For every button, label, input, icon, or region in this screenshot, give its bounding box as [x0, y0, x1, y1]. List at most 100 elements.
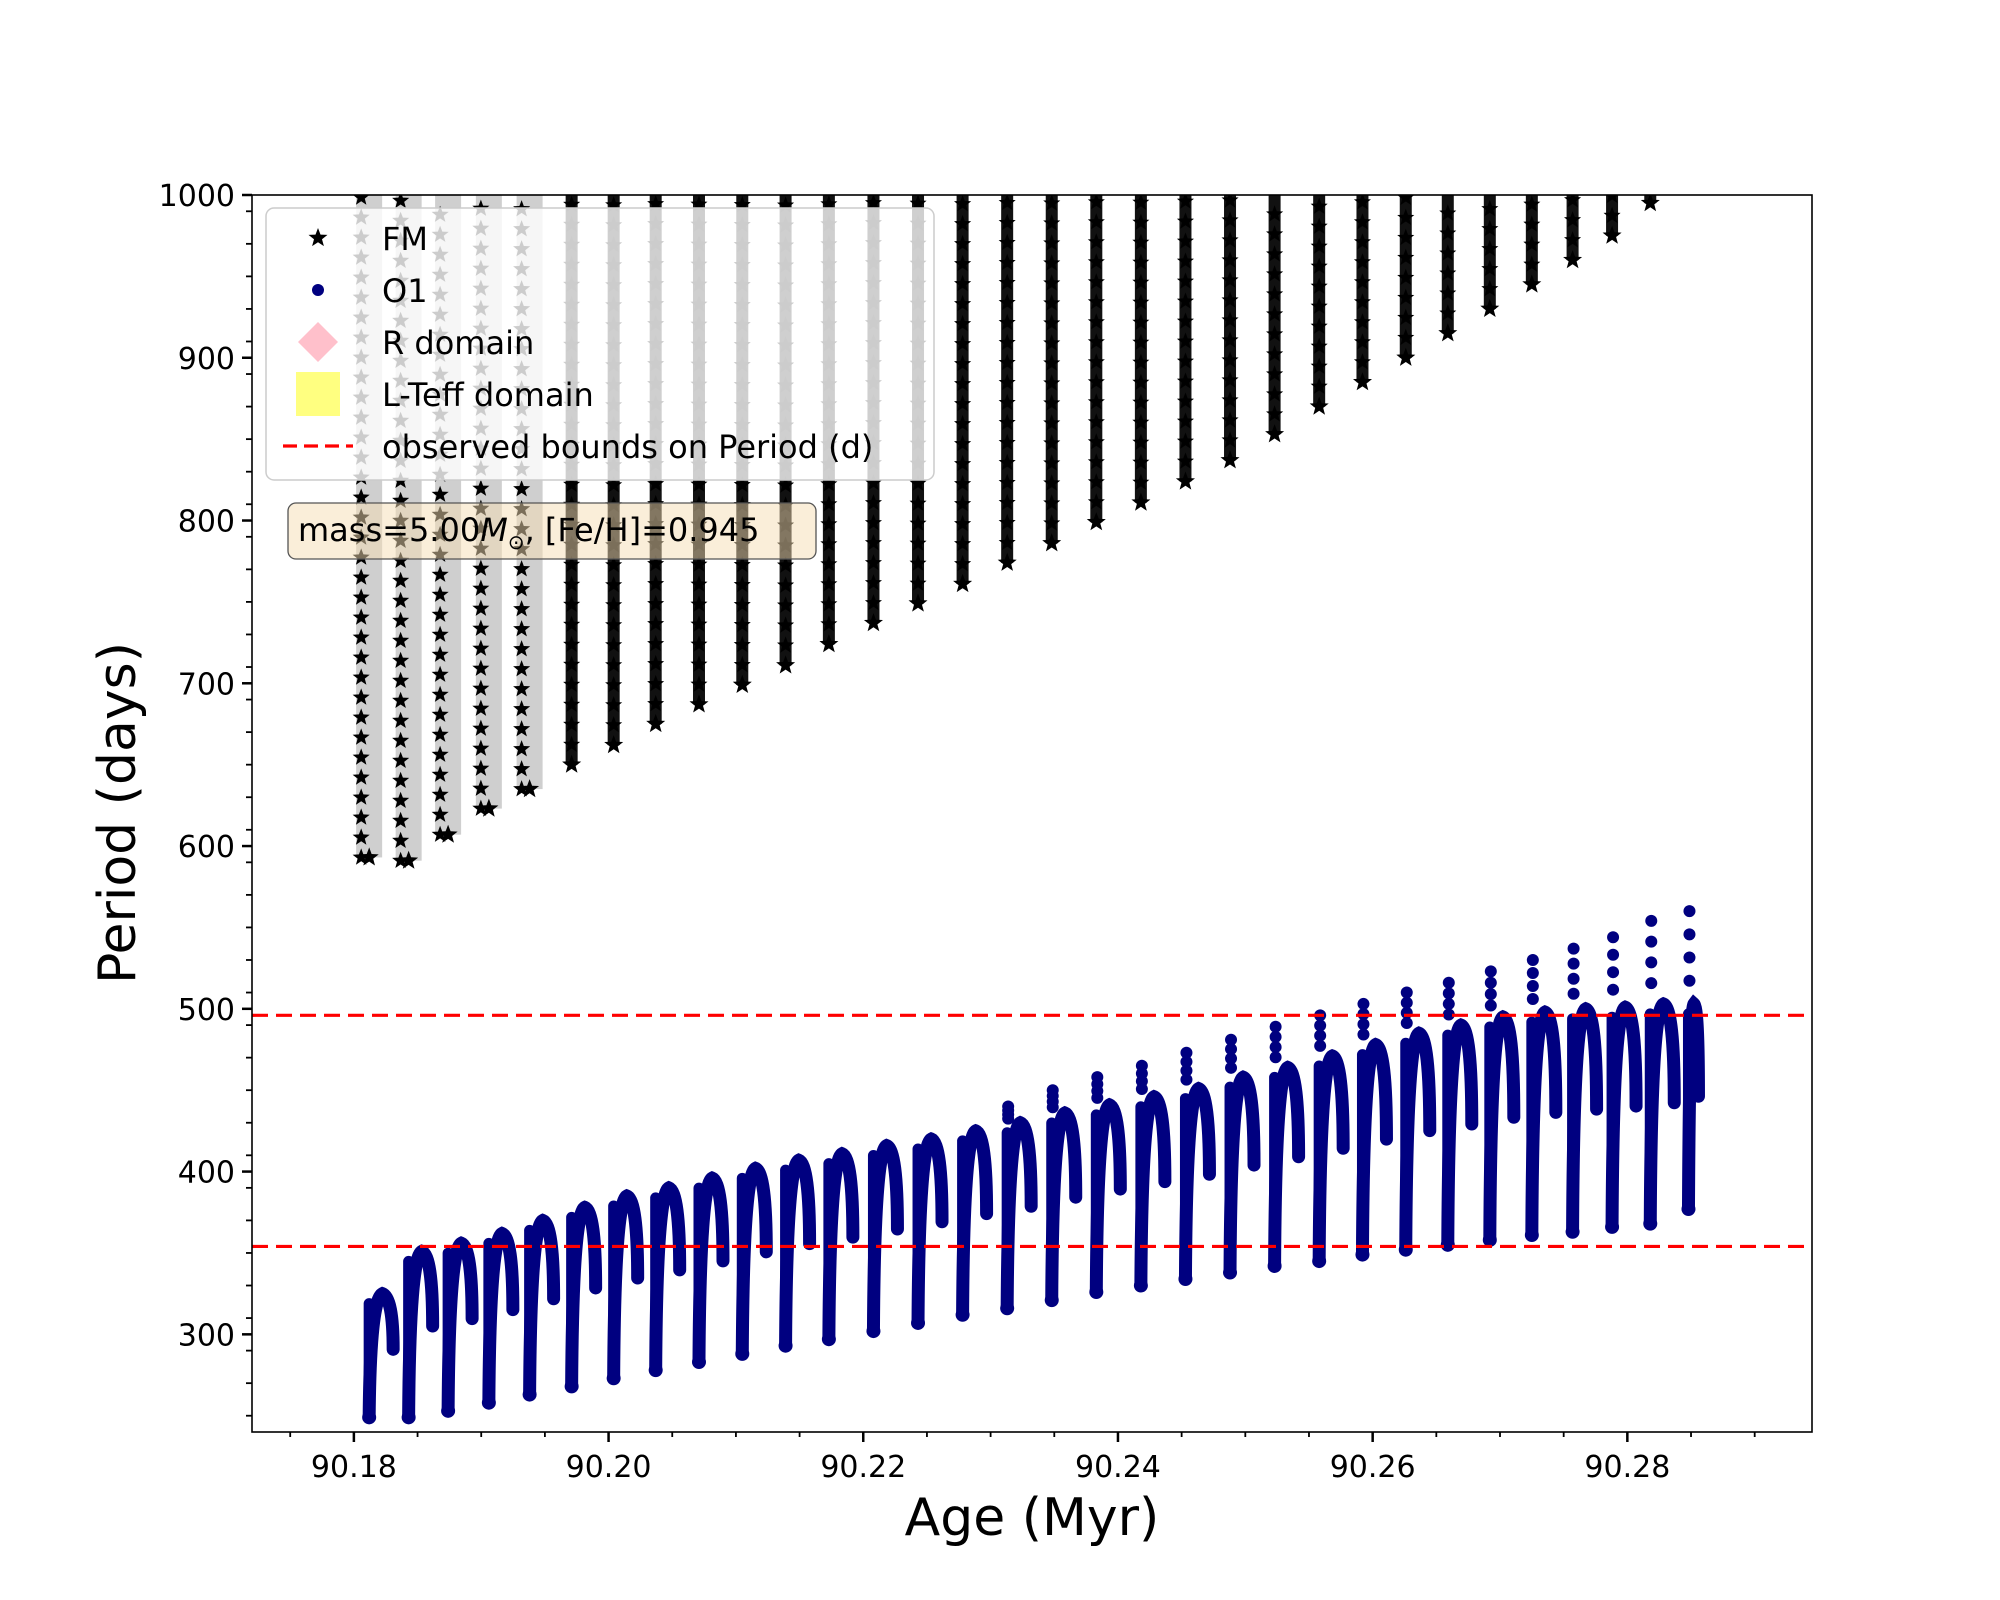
y-tick-label: 300: [178, 1318, 235, 1353]
fm-point: [1353, 293, 1371, 310]
y-tick-label: 1000: [159, 179, 235, 214]
fm-point: [1221, 351, 1239, 368]
fm-point: [1481, 259, 1499, 277]
o1-point-min: [866, 1324, 881, 1339]
o1-point-min: [911, 1315, 926, 1330]
y-tick-label: 800: [178, 505, 235, 540]
fm-point: [1176, 195, 1194, 209]
fm-point-min: [438, 824, 458, 843]
fm-point: [998, 433, 1016, 451]
legend-entry: FM: [308, 220, 428, 258]
fm-point: [563, 735, 581, 752]
fm-cycle: [1309, 195, 1329, 415]
fm-point: [1439, 204, 1457, 221]
fm-point: [690, 555, 708, 572]
fm-point: [1353, 213, 1371, 230]
mass-symbol: M: [480, 511, 508, 549]
fm-point: [1606, 195, 1619, 203]
fm-point: [472, 479, 490, 496]
mass-prefix: mass=5.00: [298, 511, 480, 549]
o1-point-min: [1178, 1272, 1193, 1287]
fm-point: [1397, 328, 1415, 345]
fm-point: [1043, 374, 1061, 391]
fm-point: [1523, 195, 1541, 212]
fm-point: [1397, 308, 1415, 325]
o1-cycle: [1681, 905, 1705, 1217]
fm-point-min: [819, 634, 839, 653]
fm-point: [352, 688, 370, 705]
fm-point: [954, 215, 972, 232]
o1-point-min: [441, 1403, 456, 1418]
fm-point: [1266, 405, 1284, 422]
fm-point: [777, 476, 795, 493]
o1-point-min: [564, 1379, 579, 1394]
o1-point-min: [1398, 1242, 1413, 1257]
legend-circle-icon: [312, 284, 324, 296]
fm-point: [998, 453, 1016, 471]
fm-point: [513, 480, 531, 497]
fm-point-min: [1220, 450, 1240, 469]
o1-point-min: [1223, 1265, 1238, 1280]
fm-point: [1043, 494, 1061, 511]
fm-point: [820, 535, 838, 552]
fm-point-min: [1309, 396, 1329, 415]
fm-point: [954, 555, 972, 572]
fm-point: [998, 493, 1016, 511]
fm-point: [1353, 273, 1371, 290]
fm-point: [909, 554, 927, 571]
fm-point: [647, 555, 665, 572]
fm-point: [954, 295, 972, 312]
fm-point: [392, 831, 410, 848]
legend-entry: R domain: [298, 322, 534, 362]
fm-point: [733, 475, 751, 493]
fm-point: [1523, 255, 1541, 272]
fm-point: [1087, 333, 1105, 350]
fm-point: [1439, 264, 1457, 281]
o1-spike-point: [1442, 976, 1455, 989]
fm-point: [1043, 454, 1061, 471]
legend: FM O1 R domain L-Teff domain observed bounds…: [265, 207, 935, 481]
o1-spike-point: [1180, 1073, 1193, 1086]
o1-spike-point: [1526, 953, 1539, 966]
fm-point: [1176, 292, 1194, 309]
fm-point: [954, 455, 972, 472]
mass-subscript: ⊙: [508, 530, 525, 554]
fm-point: [1087, 453, 1105, 470]
o1-point-min: [691, 1355, 706, 1370]
o1-cycle: [606, 1188, 645, 1386]
fm-point: [777, 556, 795, 573]
fm-point: [431, 685, 449, 702]
fm-point: [1132, 433, 1150, 450]
fm-point: [1397, 195, 1415, 205]
y-tick-label: 900: [178, 342, 235, 377]
fm-point: [431, 745, 449, 762]
o1-cycle: [1565, 942, 1604, 1239]
fm-point-min: [562, 754, 582, 773]
fm-point: [909, 494, 927, 511]
fm-point: [1310, 357, 1328, 374]
fm-point: [1043, 514, 1061, 531]
o1-point-min: [1524, 1228, 1539, 1243]
o1-cycle: [821, 1146, 860, 1347]
fm-point: [1266, 205, 1284, 222]
o1-spike-point: [1607, 931, 1620, 944]
fm-point-min: [732, 674, 752, 693]
fm-point: [1221, 411, 1239, 428]
fm-point: [1087, 473, 1105, 490]
fm-point: [605, 556, 623, 573]
fm-point: [1043, 294, 1061, 311]
fm-point-min: [1175, 471, 1195, 490]
o1-spike-point: [1225, 1033, 1238, 1046]
fm-point: [563, 635, 581, 652]
fm-point: [352, 828, 370, 845]
fm-point: [1603, 206, 1621, 223]
fm-point: [954, 475, 972, 492]
fm-point: [864, 514, 882, 531]
fm-point: [690, 655, 708, 672]
fm-point: [352, 788, 370, 805]
o1-spike-point: [1484, 965, 1497, 978]
fm-point: [605, 636, 623, 653]
info-rest: , [Fe/H]=0.945: [525, 511, 760, 549]
x-axis: 90.18 90.20 90.22 90.24 90.26 90.28: [289, 1432, 1756, 1485]
